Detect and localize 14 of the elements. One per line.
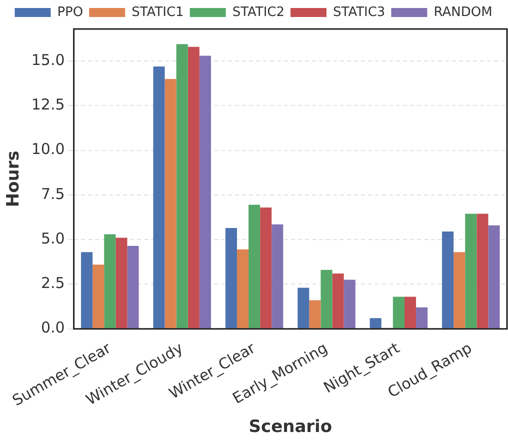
legend-label: RANDOM bbox=[434, 4, 492, 20]
x-axis-title: Scenario bbox=[248, 417, 332, 438]
y-axis-title: Hours bbox=[4, 150, 24, 208]
y-tick-label: 10.0 bbox=[31, 140, 65, 158]
y-tick-label: 15.0 bbox=[31, 51, 65, 70]
y-tick-label: 5.0 bbox=[40, 229, 65, 248]
y-tick-label: 2.5 bbox=[40, 274, 65, 292]
legend-label: PPO bbox=[57, 4, 84, 20]
legend-label: STATIC1 bbox=[132, 4, 184, 20]
legend-label: STATIC3 bbox=[333, 4, 386, 20]
y-tick-label: 0.0 bbox=[40, 318, 65, 337]
y-tick-label: 7.5 bbox=[40, 184, 65, 203]
legend-label: STATIC2 bbox=[232, 4, 285, 20]
y-tick-label: 12.5 bbox=[31, 96, 65, 114]
